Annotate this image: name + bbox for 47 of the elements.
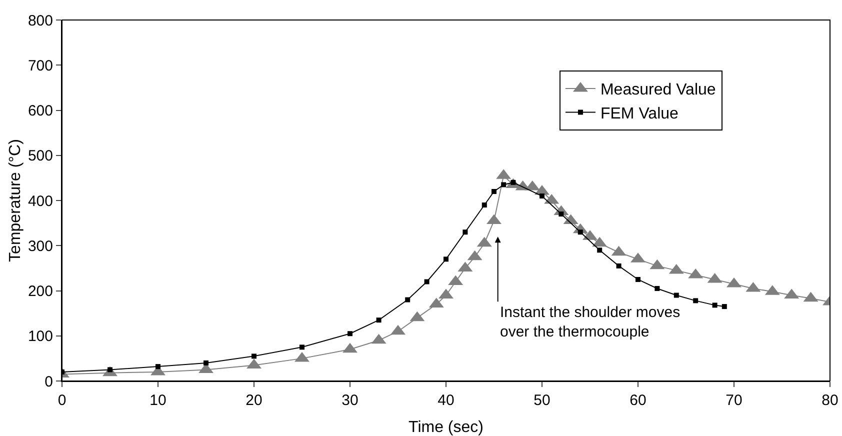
point bbox=[204, 360, 208, 366]
point bbox=[376, 318, 382, 323]
annotation: Instant the shoulder moves over the thermocouple bbox=[500, 304, 680, 340]
point bbox=[578, 230, 583, 235]
x-tick-label: 80 bbox=[822, 392, 838, 409]
point bbox=[252, 354, 256, 359]
x-axis-title: Time (sec) bbox=[408, 419, 484, 436]
y-tick-label: 800 bbox=[28, 12, 53, 30]
y-axis-title: Temperature (°C) bbox=[7, 139, 24, 262]
y-tick-label: 100 bbox=[28, 328, 53, 346]
x-tick-label: 70 bbox=[726, 392, 742, 409]
point bbox=[636, 276, 640, 282]
y-tick-label: 500 bbox=[28, 148, 53, 165]
x-tick-label: 50 bbox=[534, 392, 550, 409]
point bbox=[712, 302, 718, 308]
point bbox=[722, 304, 727, 310]
point bbox=[462, 230, 468, 235]
point bbox=[300, 344, 304, 350]
y-tick-label: 200 bbox=[28, 283, 53, 300]
point bbox=[540, 193, 544, 198]
point bbox=[597, 248, 602, 253]
point bbox=[501, 182, 506, 188]
point bbox=[654, 286, 660, 291]
point bbox=[156, 364, 160, 370]
legend-label: Measured Value bbox=[600, 82, 716, 99]
point bbox=[693, 298, 698, 304]
point bbox=[348, 331, 352, 336]
x-tick-label: 20 bbox=[246, 392, 262, 409]
y-tick-label: 700 bbox=[28, 57, 53, 74]
x-tick-label: 30 bbox=[342, 392, 358, 409]
y-tick-label: 300 bbox=[28, 238, 53, 255]
point bbox=[482, 202, 487, 208]
point bbox=[424, 279, 430, 284]
x-tick-label: 60 bbox=[630, 392, 646, 409]
y-tick-label: 600 bbox=[28, 102, 53, 120]
x-tick-label: 40 bbox=[438, 392, 454, 409]
x-tick-label: 0 bbox=[58, 392, 66, 409]
y-tick-label: 0 bbox=[44, 373, 53, 390]
y-tick-label: 400 bbox=[28, 192, 53, 210]
point bbox=[674, 292, 679, 298]
point bbox=[616, 263, 622, 268]
x-tick-label: 10 bbox=[150, 392, 166, 409]
point bbox=[405, 297, 410, 302]
legend-label: FEM Value bbox=[600, 105, 679, 122]
point bbox=[558, 212, 564, 217]
point bbox=[492, 188, 496, 194]
point bbox=[444, 256, 448, 262]
